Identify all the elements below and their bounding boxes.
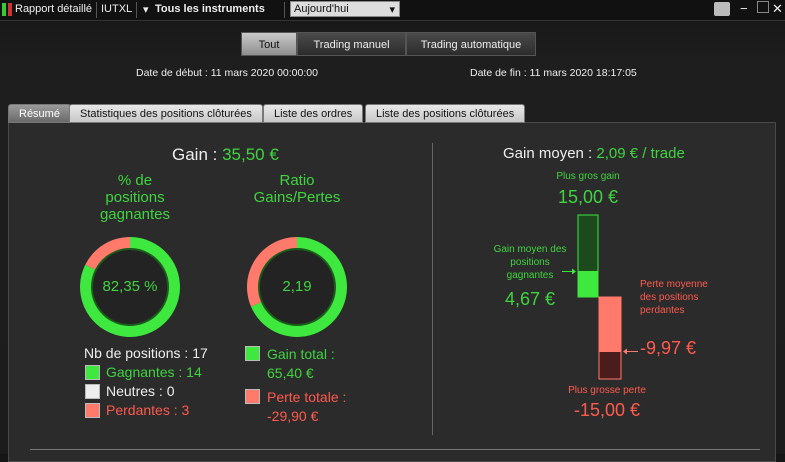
report-icon <box>2 3 12 16</box>
arrow-head <box>572 268 576 275</box>
dropdown-arrow[interactable]: ▾ <box>143 4 149 16</box>
loss-total-swatch <box>245 389 260 404</box>
donut-hole <box>258 248 336 326</box>
neutral-count: 0 <box>166 383 175 399</box>
avg-loss-value: -9,97 € <box>640 338 697 358</box>
avg-loss-bar <box>598 296 622 353</box>
positions-label: Nb de positions : <box>84 345 189 361</box>
loss-total-label: Perte totale : <box>267 389 347 405</box>
average-value: 2,09 € / trade <box>596 145 685 162</box>
losers: Perdantes : 3 <box>106 402 189 418</box>
print-icon[interactable] <box>714 2 730 16</box>
separator <box>136 2 137 18</box>
average: Gain moyen : 2,09 € / trade <box>503 145 685 162</box>
account[interactable]: IUTXL <box>101 3 133 15</box>
start-label: Date de début : <box>136 67 208 79</box>
filter-button[interactable]: Trading automatique <box>406 32 536 56</box>
positions-count: 17 <box>192 345 208 361</box>
period-value: Aujourd'hui <box>294 3 349 15</box>
restore-button[interactable] <box>757 1 769 13</box>
tab[interactable]: Statistiques des positions clôturées <box>69 104 263 123</box>
end-value: 11 mars 2020 18:17:05 <box>529 67 637 79</box>
tab[interactable]: Liste des positions clôturées <box>365 104 526 123</box>
win-rate-value: 82,35 % <box>102 278 158 295</box>
dropdown-arrow: ▾ <box>389 4 395 16</box>
gain-total-swatch <box>245 346 260 361</box>
toolbar: Rapport détaillé IUTXL ▾ Tous les instru… <box>0 0 785 21</box>
max-gain-value: 15,00 € <box>557 187 619 207</box>
close-button[interactable]: ✕ <box>772 1 783 16</box>
winners-label: Gagnantes : <box>106 364 183 380</box>
winners-count: 14 <box>186 364 202 380</box>
loss-total-arc <box>247 237 297 307</box>
filter-button[interactable]: Trading manuel <box>297 32 406 56</box>
losers-swatch <box>85 403 100 418</box>
winners-swatch <box>85 365 100 380</box>
start-value: 11 mars 2020 00:00:00 <box>210 67 318 79</box>
period-select[interactable]: Aujourd'hui ▾ <box>290 1 400 17</box>
loss-total-value: -29,90 € <box>267 408 319 424</box>
divider <box>30 449 760 450</box>
losers-count: 3 <box>181 402 190 418</box>
gain-label: Gain : <box>172 145 218 164</box>
gain-total-label: Gain total : <box>267 346 335 362</box>
avg-win-value: 4,67 € <box>504 289 556 309</box>
gain: Gain : 35,50 € <box>172 145 279 165</box>
average-label: Gain moyen : <box>503 145 593 162</box>
tab[interactable]: Liste des ordres <box>263 104 364 123</box>
divider <box>432 143 433 435</box>
neutral-swatch <box>85 384 100 399</box>
winners: Gagnantes : 14 <box>106 364 202 380</box>
filter-button[interactable]: Tout <box>241 32 297 56</box>
avg-win-bar <box>577 270 599 298</box>
ratio-value: 2,19 <box>282 278 312 295</box>
losers-label: Perdantes : <box>106 402 178 418</box>
tab[interactable]: Résumé <box>8 104 71 123</box>
max-loss-label: Plus grosse perte <box>568 385 646 396</box>
start-date: Date de début : 11 mars 2020 00:00:00 <box>136 67 318 79</box>
max-loss-value: -15,00 € <box>573 400 641 420</box>
arrow-head <box>623 348 627 355</box>
gain-total-value: 65,40 € <box>267 365 314 381</box>
neutral: Neutres : 0 <box>106 383 175 399</box>
ratio-title: Ratio Gains/Pertes <box>253 172 341 206</box>
separator <box>96 2 97 18</box>
avg-loss-label: Perte moyenne des positions perdantes <box>640 279 708 316</box>
gain-value: 35,50 € <box>222 145 279 164</box>
separator <box>284 2 285 18</box>
positions-total: Nb de positions : 17 <box>84 345 208 361</box>
end-date: Date de fin : 11 mars 2020 18:17:05 <box>470 67 637 79</box>
instruments-select[interactable]: Tous les instruments <box>155 3 265 15</box>
max-gain-label: Plus gros gain <box>556 171 620 182</box>
neutral-label: Neutres : <box>106 383 163 399</box>
report-title: Rapport détaillé <box>15 3 93 15</box>
losers-arc <box>85 237 130 271</box>
donut-hole <box>91 248 169 326</box>
minimize-button[interactable]: − <box>740 1 748 16</box>
win-rate-title: % de positions gagnantes <box>99 172 171 223</box>
avg-win-label: Gain moyen des positions gagnantes <box>493 244 567 281</box>
end-label: Date de fin : <box>470 67 527 79</box>
